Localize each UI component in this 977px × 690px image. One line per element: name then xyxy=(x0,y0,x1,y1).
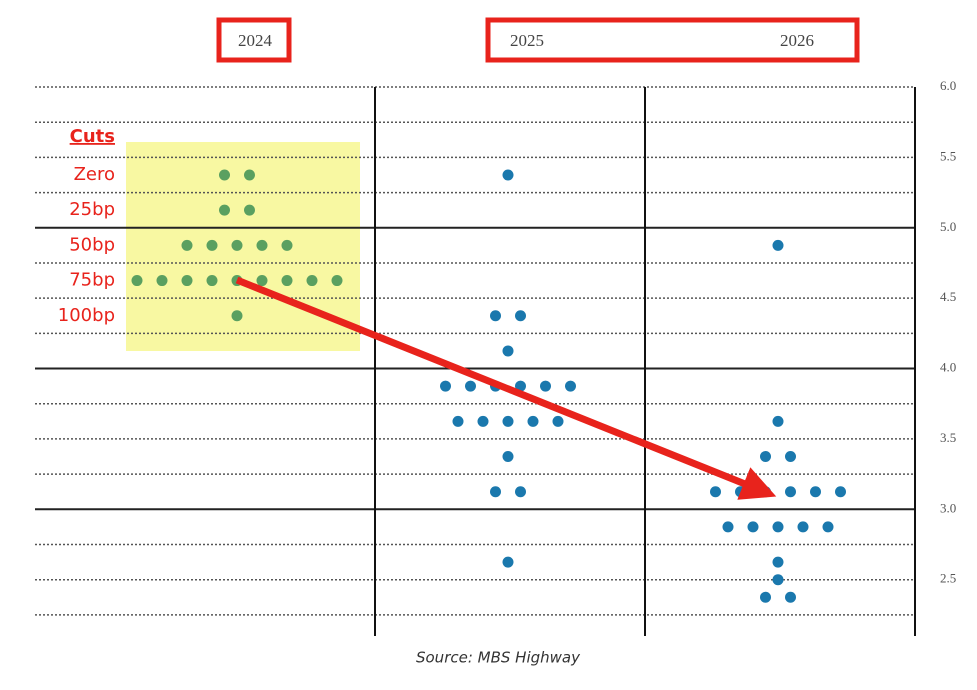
dot xyxy=(552,415,564,427)
dot xyxy=(810,486,821,498)
dot xyxy=(231,239,243,251)
dot xyxy=(710,486,721,498)
y-tick-label: 6.0 xyxy=(940,78,956,93)
cut-label: 25bp xyxy=(69,199,115,220)
dot xyxy=(181,239,193,251)
dot xyxy=(772,415,784,427)
dot xyxy=(219,204,230,216)
header-box xyxy=(216,17,292,63)
dot xyxy=(281,275,293,287)
column-header: 2025 xyxy=(510,31,544,50)
dot xyxy=(477,415,489,427)
dot xyxy=(502,169,514,181)
header-box xyxy=(485,17,860,63)
annotations: Zero 25bp 50bp 75bp 100bp xyxy=(58,164,115,326)
dot xyxy=(465,380,476,392)
dot xyxy=(772,556,784,568)
dot xyxy=(502,451,514,463)
dot xyxy=(760,486,771,498)
dot xyxy=(452,415,464,427)
dot xyxy=(206,275,218,287)
annotation-title: Cuts xyxy=(70,126,115,147)
trend-arrow xyxy=(235,276,777,500)
dot xyxy=(231,310,243,322)
y-tick-label: 5.0 xyxy=(940,219,956,234)
dot xyxy=(527,415,539,427)
dot xyxy=(244,169,255,181)
dot xyxy=(772,574,784,586)
dot xyxy=(131,275,143,287)
y-tick-label: 3.0 xyxy=(940,500,956,515)
dot xyxy=(835,486,846,498)
highlight-box xyxy=(126,142,360,351)
dot xyxy=(785,451,796,463)
y-tick-label: 4.0 xyxy=(940,360,956,375)
dot xyxy=(490,310,501,322)
y-tick-label: 4.5 xyxy=(940,289,956,304)
dot xyxy=(760,451,771,463)
dot xyxy=(219,169,230,181)
y-tick-label: 5.5 xyxy=(940,148,956,163)
cut-label: 75bp xyxy=(69,270,115,291)
dot xyxy=(515,310,526,322)
dot xyxy=(797,521,809,533)
dot xyxy=(490,486,501,498)
dot xyxy=(515,486,526,498)
column-header: 2024 xyxy=(238,31,273,50)
dot xyxy=(306,275,318,287)
column-header: 2026 xyxy=(780,31,814,50)
dot xyxy=(747,521,759,533)
dots xyxy=(131,169,846,603)
dot xyxy=(502,345,514,357)
dot xyxy=(331,275,343,287)
dot xyxy=(256,275,268,287)
cut-label: 100bp xyxy=(58,305,115,326)
dot xyxy=(206,239,218,251)
dot xyxy=(772,239,784,251)
dot xyxy=(540,380,551,392)
dot xyxy=(181,275,193,287)
dot xyxy=(760,591,771,603)
y-tick-label: 3.5 xyxy=(940,430,956,445)
dot xyxy=(785,486,796,498)
dot xyxy=(822,521,834,533)
dot xyxy=(735,486,746,498)
dot xyxy=(502,415,514,427)
dot xyxy=(244,204,255,216)
dot xyxy=(256,239,268,251)
cut-label: 50bp xyxy=(69,234,115,255)
dot xyxy=(772,521,784,533)
dot xyxy=(785,591,796,603)
y-tick-label: 2.5 xyxy=(940,571,956,586)
dot xyxy=(565,380,576,392)
dot xyxy=(515,380,526,392)
dot xyxy=(281,239,293,251)
dot xyxy=(722,521,734,533)
dot xyxy=(440,380,451,392)
dot xyxy=(502,556,514,568)
source: Source: MBS Highway xyxy=(416,649,581,667)
cut-label: Zero xyxy=(74,164,115,185)
dot xyxy=(156,275,168,287)
